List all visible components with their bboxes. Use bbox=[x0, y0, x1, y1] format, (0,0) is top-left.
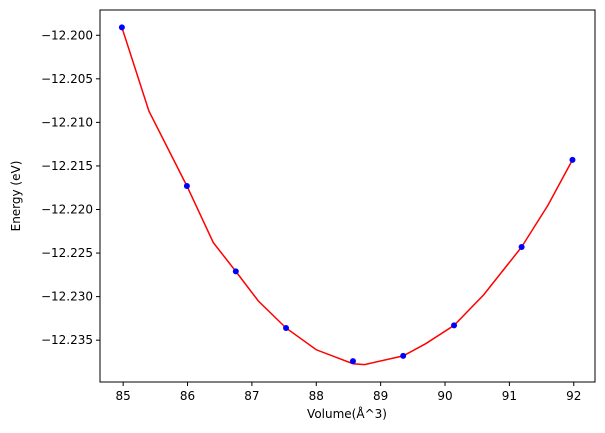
y-axis-label: Energy (eV) bbox=[9, 161, 23, 232]
x-tick-label: 90 bbox=[437, 389, 452, 403]
y-tick-label: −12.215 bbox=[41, 159, 93, 173]
y-tick-label: −12.205 bbox=[41, 72, 93, 86]
y-tick-label: −12.230 bbox=[41, 290, 93, 304]
y-tick-label: −12.235 bbox=[41, 333, 93, 347]
data-point bbox=[118, 24, 125, 31]
x-tick-label: 88 bbox=[309, 389, 324, 403]
data-point bbox=[518, 243, 525, 250]
y-tick-label: −12.200 bbox=[41, 28, 93, 42]
plot-frame bbox=[99, 9, 596, 383]
data-point bbox=[232, 268, 239, 275]
x-tick-label: 92 bbox=[566, 389, 581, 403]
x-tick-label: 86 bbox=[180, 389, 195, 403]
data-point bbox=[183, 182, 190, 189]
x-tick-label: 87 bbox=[244, 389, 259, 403]
x-axis-label: Volume(Å^3) bbox=[307, 406, 387, 421]
data-point bbox=[400, 352, 407, 359]
x-tick-label: 85 bbox=[116, 389, 131, 403]
data-point bbox=[349, 358, 356, 365]
y-tick-label: −12.210 bbox=[41, 115, 93, 129]
data-point bbox=[569, 156, 576, 163]
data-point bbox=[451, 322, 458, 329]
fit-curve bbox=[121, 27, 574, 366]
y-tick-label: −12.225 bbox=[41, 246, 93, 260]
x-tick-label: 91 bbox=[502, 389, 517, 403]
data-point bbox=[283, 324, 290, 331]
x-tick-label: 89 bbox=[373, 389, 388, 403]
y-tick-label: −12.220 bbox=[41, 203, 93, 217]
